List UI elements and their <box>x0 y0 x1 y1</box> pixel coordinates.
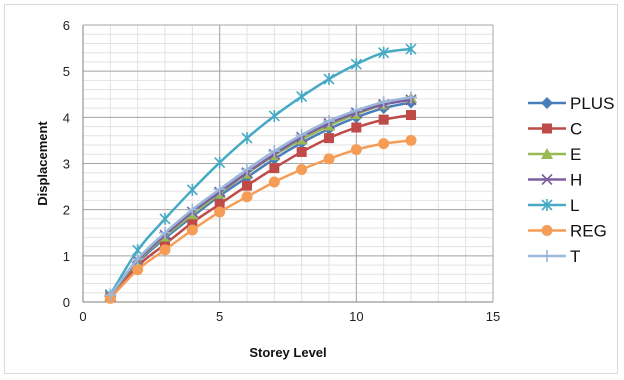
legend-label-e: E <box>570 145 581 164</box>
data-point-reg <box>159 244 171 256</box>
data-point-reg <box>350 144 362 156</box>
data-point-reg <box>296 164 308 176</box>
legend-label-h: H <box>570 171 582 190</box>
data-point-l <box>159 212 171 225</box>
legend-marker-c <box>542 123 552 134</box>
y-tick-label: 5 <box>63 64 70 79</box>
data-point-t <box>377 96 390 109</box>
y-tick-label: 0 <box>63 295 70 310</box>
x-tick-label: 15 <box>486 309 500 324</box>
legend-label-reg: REG <box>570 222 607 241</box>
legend-label-plus: PLUS <box>570 94 614 113</box>
legend-marker-t <box>541 250 553 262</box>
y-axis-title: Displacement <box>35 121 50 206</box>
data-point-reg <box>132 264 144 276</box>
data-point-reg <box>241 191 253 203</box>
series-line-h <box>109 98 412 297</box>
data-point-c <box>296 146 307 157</box>
data-point-t <box>159 226 171 239</box>
x-tick-label: 0 <box>79 309 86 324</box>
y-tick-label: 1 <box>63 249 70 264</box>
data-point-c <box>242 180 252 191</box>
legend-marker-l <box>541 199 553 211</box>
data-point-l <box>296 90 308 103</box>
data-point-c <box>214 199 225 210</box>
x-axis-title: Storey Level <box>249 345 326 360</box>
series-t <box>104 91 417 302</box>
chart-frame <box>4 4 618 374</box>
data-point-reg <box>214 206 226 218</box>
data-point-t <box>104 289 117 302</box>
data-point-t <box>131 253 144 266</box>
data-point-t <box>213 183 226 196</box>
data-point-reg <box>405 134 417 146</box>
data-point-t <box>405 91 417 104</box>
legend-marker-e <box>541 148 553 159</box>
data-point-c <box>351 122 362 133</box>
y-tick-label: 2 <box>63 203 70 218</box>
data-point-t <box>323 115 335 128</box>
legend-label-l: L <box>570 196 579 215</box>
legend-label-c: C <box>570 120 582 139</box>
series-l <box>104 43 417 301</box>
x-tick-label: 10 <box>349 309 363 324</box>
series-line-plus <box>109 101 412 298</box>
legend-marker-plus <box>541 97 553 109</box>
data-point-t <box>186 203 199 216</box>
y-tick-label: 4 <box>63 110 70 125</box>
data-point-reg <box>323 153 335 165</box>
data-point-c <box>324 133 334 144</box>
data-point-c <box>160 239 170 250</box>
data-point-c <box>269 163 280 174</box>
y-tick-label: 3 <box>63 157 70 172</box>
legend-label-t: T <box>570 247 580 266</box>
data-point-reg <box>378 138 390 150</box>
data-point-t <box>350 104 363 117</box>
data-point-l <box>405 43 417 56</box>
data-point-t <box>268 145 281 158</box>
data-point-l <box>350 58 362 71</box>
x-tick-label: 5 <box>216 309 223 324</box>
data-point-l <box>323 73 335 86</box>
data-point-l <box>378 46 390 59</box>
data-point-c <box>187 217 198 228</box>
legend-marker-reg <box>541 225 553 236</box>
data-point-t <box>241 163 253 176</box>
y-tick-label: 6 <box>63 18 70 33</box>
data-point-c <box>406 110 416 121</box>
data-point-reg <box>268 176 280 188</box>
data-point-c <box>378 114 389 125</box>
series-c <box>105 110 416 303</box>
legend-marker-h <box>541 173 553 186</box>
data-point-l <box>241 132 253 145</box>
data-point-l <box>214 156 226 169</box>
data-point-l <box>268 109 280 122</box>
series-line-c <box>109 113 412 299</box>
data-point-l <box>186 183 198 196</box>
data-point-reg <box>186 224 198 236</box>
data-point-t <box>295 128 308 141</box>
